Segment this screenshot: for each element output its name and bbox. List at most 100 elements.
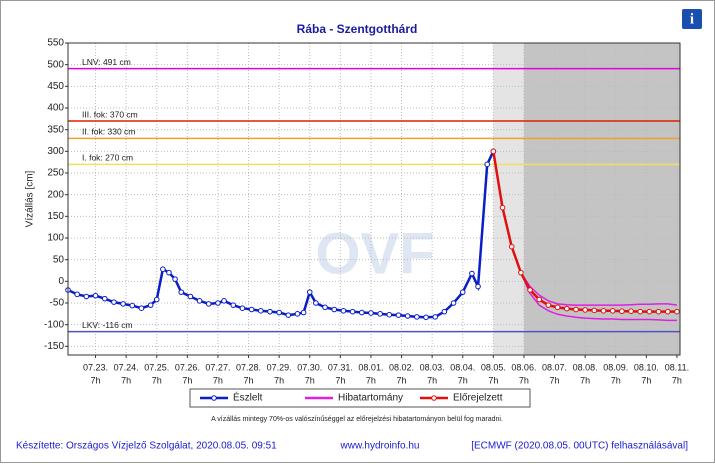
point [508,243,515,250]
threshold-label: LKV: -116 cm [82,320,133,330]
point [178,289,185,295]
x-tick-hour: 7h [152,375,162,385]
point [646,308,653,315]
point [166,269,172,276]
plot-border [67,42,681,356]
point [147,302,154,308]
watermark: OVF [315,221,434,286]
x-tick-label: 07.26. [175,362,200,372]
point [111,299,117,305]
x-tick-label: 08.02. [389,362,414,372]
y-tick-label: 100 [47,233,64,244]
point [377,311,383,317]
point [215,300,221,306]
point [276,309,282,316]
point [469,270,475,277]
point [484,161,491,168]
point [267,308,273,315]
x-tick-hour: 7h [519,375,529,385]
x-tick-hour: 7h [488,375,498,385]
point [637,308,644,315]
point [306,289,313,295]
y-tick-label: 250 [47,168,64,179]
point [536,296,543,303]
point [563,305,570,312]
chart-title: Rába - Szentgotthárd [297,22,418,36]
point [153,296,160,303]
x-tick-hour: 7h [580,375,590,385]
legend-label: Hibatartomány [338,393,403,404]
point [349,308,356,315]
legend-marker [431,395,437,401]
footer-url[interactable]: www.hydroinfo.hu [340,441,420,452]
threshold-label: II. fok: 330 cm [82,127,135,137]
y-axis-label: Vízállás [cm] [25,170,36,227]
x-tick-label: 07.31. [328,362,353,372]
point [582,307,588,313]
y-tick-label: 400 [47,103,64,114]
x-tick-label: 08.10. [634,362,659,372]
point [285,312,292,318]
point [414,314,420,320]
legend-marker [211,395,217,401]
point [230,302,237,308]
point [300,309,307,316]
point [74,291,80,298]
footer-model: [ECMWF (2020.08.05. 00UTC) felhasználásá… [471,441,688,452]
y-tick-label: -100 [44,319,64,330]
x-tick-hour: 7h [91,375,101,385]
point [441,308,448,315]
y-tick-label: -150 [44,341,64,352]
x-tick-label: 07.28. [236,362,261,372]
x-tick-hour: 7h [244,375,254,385]
x-tick-label: 08.03. [420,362,445,372]
point [545,302,552,308]
x-tick-label: 07.27. [205,362,230,372]
point [423,314,429,321]
y-tick-label: 550 [47,38,64,49]
point [573,306,579,313]
point [101,295,108,302]
point [83,293,90,300]
info-icon[interactable]: i [690,11,694,27]
x-tick-hour: 7h [427,375,437,385]
x-tick-hour: 7h [182,375,192,385]
y-tick-label: 200 [47,189,64,200]
point [160,266,166,273]
y-tick-label: 500 [47,59,64,70]
point [92,292,99,299]
x-tick-hour: 7h [121,375,131,385]
point [475,283,481,290]
point [386,311,393,318]
point [368,310,374,316]
info-button[interactable] [682,9,702,29]
point [619,308,625,315]
x-tick-hour: 7h [611,375,621,385]
x-tick-hour: 7h [274,375,284,385]
point [172,276,178,282]
y-tick-label: 150 [47,211,64,222]
point [129,302,136,309]
point [257,308,264,314]
point [196,298,203,304]
legend-label: Előrejelzett [453,393,503,404]
y-tick-label: -50 [50,298,65,309]
x-tick-hour: 7h [397,375,407,385]
x-tick-hour: 7h [213,375,223,385]
point [490,148,497,155]
point [331,306,338,313]
point [527,287,533,293]
point [340,308,347,314]
x-tick-label: 07.25. [144,362,169,372]
point [518,269,524,276]
point [459,289,466,295]
note: A vízállás mintegy 70%-os valószínűségge… [211,416,503,423]
point [450,300,457,306]
x-tick-hour: 7h [366,375,376,385]
x-tick-hour: 7h [672,375,682,385]
threshold-label: III. fok: 370 cm [82,109,138,119]
point [554,304,561,311]
point [358,309,365,316]
x-tick-label: 08.09. [603,362,628,372]
